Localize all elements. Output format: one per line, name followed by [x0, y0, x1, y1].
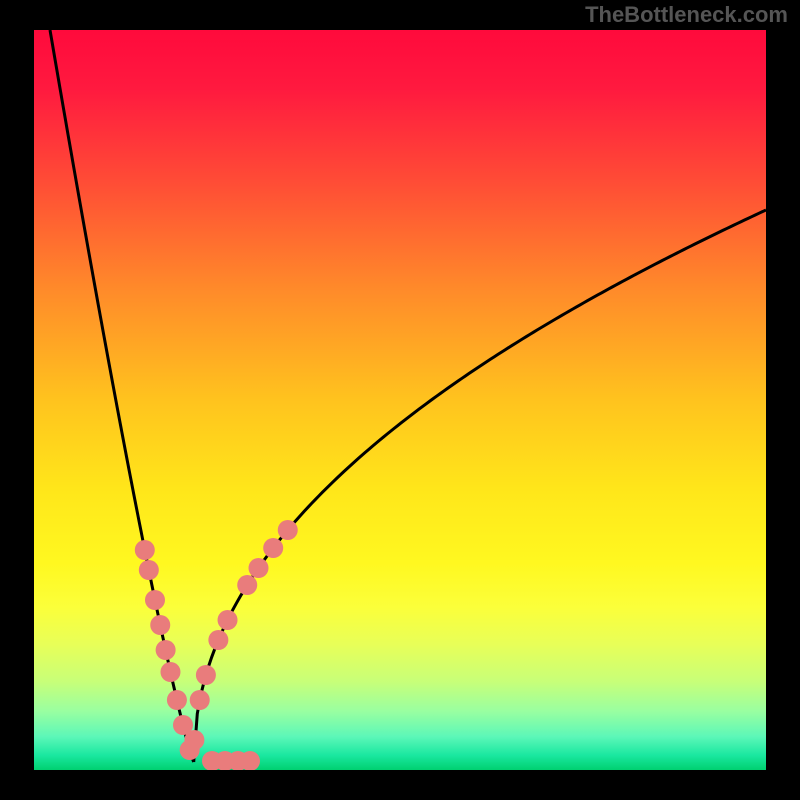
data-point	[184, 730, 204, 750]
plot-area	[34, 30, 766, 770]
watermark-text: TheBottleneck.com	[585, 2, 788, 28]
data-point	[237, 575, 257, 595]
data-point	[218, 610, 238, 630]
data-point	[150, 615, 170, 635]
data-point	[240, 751, 260, 771]
data-point	[190, 690, 210, 710]
data-point	[248, 558, 268, 578]
data-point	[278, 520, 298, 540]
data-point	[145, 590, 165, 610]
data-point	[160, 662, 180, 682]
data-point	[156, 640, 176, 660]
data-point	[263, 538, 283, 558]
bottleneck-chart	[0, 0, 800, 800]
data-point	[135, 540, 155, 560]
data-point	[196, 665, 216, 685]
data-point	[208, 630, 228, 650]
data-point	[139, 560, 159, 580]
data-point	[167, 690, 187, 710]
